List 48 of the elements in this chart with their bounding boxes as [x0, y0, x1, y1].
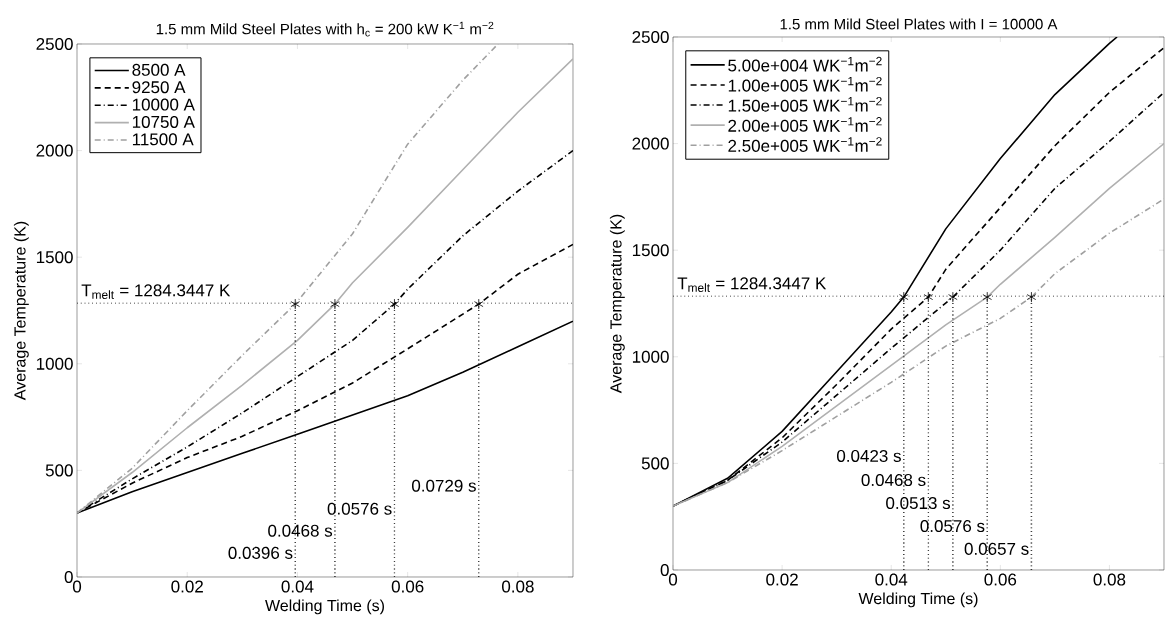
annotation: 0.0576 s: [920, 520, 985, 533]
annotation: 0.0468 s: [861, 474, 926, 487]
x-tick-label: 0.08: [1093, 573, 1126, 586]
y-tick-label: 1000: [36, 357, 73, 370]
annotation: 0.0396 s: [228, 546, 293, 559]
x-tick-label: 0.02: [171, 580, 203, 593]
ref-line-label: T$_{melt}$ = 1284.3447 K: [81, 284, 231, 299]
legend-label: 1.50e+005 WK$^{−1}$m$^{−2}$: [728, 96, 882, 112]
x-tick-label: 0.04: [281, 580, 314, 593]
x-tick-label: 0: [72, 580, 82, 593]
annotation: 0.0729 s: [412, 479, 476, 492]
y-tick-label: 500: [641, 457, 669, 470]
legend-label: 10000 A: [132, 98, 195, 111]
y-axis-title: Average Temperature (K): [609, 214, 625, 394]
annotation: 0.0657 s: [964, 542, 1029, 555]
ref-line-label: T$_{melt}$ = 1284.3447 K: [677, 277, 827, 292]
x-tick-label: 0.06: [984, 573, 1017, 586]
y-tick-label: 1000: [632, 350, 669, 363]
legend-label: 2.50e+005 WK$^{−1}$m$^{−2}$: [728, 137, 882, 152]
x-axis-title: Welding Time (s): [265, 599, 384, 615]
y-axis-title: Average Temperature (K): [13, 221, 29, 401]
y-tick-label: 0: [660, 563, 669, 577]
x-axis-title: Welding Time (s): [858, 592, 978, 608]
legend-label: 9250 A: [132, 81, 186, 94]
legend-label: 11500 A: [132, 133, 194, 146]
x-tick-label: 0.08: [502, 580, 534, 593]
legend-label: 10750 A: [132, 115, 195, 128]
annotation: 0.0423 s: [837, 449, 901, 462]
x-tick-label: 0.02: [766, 573, 798, 586]
legend-label: 2.00e+005 WK$^{−1}$m$^{−2}$: [728, 117, 882, 132]
annotation: 0.0576 s: [327, 502, 392, 515]
legend-label: 1.00e+005 WK$^{−1}$m$^{−2}$: [728, 76, 882, 92]
annotation: 0.0468 s: [268, 524, 333, 537]
annotation: 0.0513 s: [886, 497, 951, 510]
y-tick-label: 1500: [632, 244, 669, 257]
y-tick-label: 2000: [632, 137, 669, 150]
y-tick-label: 2500: [36, 37, 73, 51]
y-tick-label: 2500: [632, 30, 669, 44]
chart-title: 1.5 mm Mild Steel Plates with h$_{c}$ = 200 kW K$^{−1}$ m$^{−2}$: [156, 21, 494, 37]
x-tick-label: 0: [668, 573, 678, 586]
legend-label: 5.00e+004 WK$^{−1}$m$^{−2}$: [728, 56, 882, 72]
x-tick-label: 0.04: [875, 573, 908, 586]
y-tick-label: 2000: [36, 144, 73, 157]
x-tick-label: 0.06: [391, 580, 424, 593]
legend-label: 8500 A: [132, 63, 186, 76]
chart-title: 1.5 mm Mild Steel Plates with I = 10000 A: [780, 18, 1058, 30]
y-tick-label: 1500: [36, 251, 73, 264]
y-tick-label: 500: [45, 464, 73, 477]
